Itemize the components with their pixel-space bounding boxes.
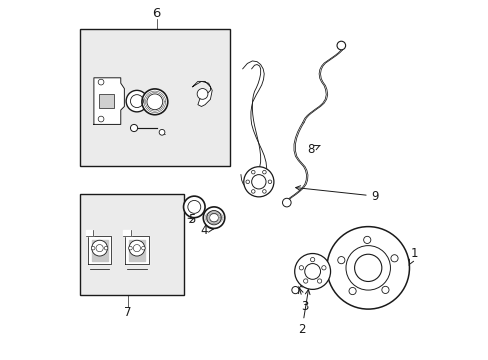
Circle shape (183, 196, 204, 218)
Circle shape (317, 279, 321, 283)
Circle shape (251, 170, 255, 174)
Polygon shape (88, 235, 111, 264)
Circle shape (291, 287, 298, 294)
Bar (99, 94, 113, 108)
Circle shape (390, 255, 397, 262)
Circle shape (336, 41, 345, 50)
Circle shape (197, 89, 207, 99)
Circle shape (142, 246, 145, 250)
Circle shape (159, 130, 164, 135)
Polygon shape (94, 78, 124, 125)
Circle shape (126, 90, 147, 112)
Circle shape (245, 180, 249, 184)
Circle shape (381, 286, 388, 293)
Text: 8: 8 (306, 143, 319, 156)
Circle shape (244, 167, 273, 197)
Polygon shape (125, 235, 148, 264)
Circle shape (98, 116, 104, 122)
Circle shape (354, 254, 381, 282)
Circle shape (310, 257, 314, 262)
Circle shape (348, 288, 355, 294)
Polygon shape (128, 240, 144, 261)
Polygon shape (241, 61, 266, 188)
Circle shape (304, 264, 320, 279)
Text: 6: 6 (152, 7, 161, 20)
Text: 9: 9 (295, 186, 378, 203)
Circle shape (321, 266, 325, 270)
Circle shape (337, 257, 344, 264)
Circle shape (299, 266, 303, 270)
Polygon shape (86, 230, 93, 235)
Polygon shape (123, 230, 130, 235)
Text: 2: 2 (298, 289, 309, 336)
Circle shape (363, 236, 370, 243)
Circle shape (303, 279, 307, 283)
Text: 3: 3 (298, 288, 308, 313)
Polygon shape (192, 81, 212, 107)
Circle shape (282, 198, 290, 207)
Circle shape (129, 240, 144, 256)
Circle shape (294, 253, 330, 289)
Circle shape (98, 79, 104, 85)
Polygon shape (91, 240, 107, 261)
Circle shape (91, 246, 95, 250)
Circle shape (92, 240, 107, 256)
Text: 7: 7 (124, 306, 131, 319)
Text: 4: 4 (200, 224, 213, 237)
Text: 1: 1 (408, 247, 418, 265)
Circle shape (326, 226, 408, 309)
Circle shape (104, 246, 108, 250)
Circle shape (203, 207, 224, 228)
Circle shape (130, 125, 137, 132)
Circle shape (251, 190, 255, 193)
Circle shape (267, 180, 271, 184)
Circle shape (262, 190, 265, 193)
Bar (80, 30, 230, 166)
Text: 5: 5 (187, 213, 195, 226)
Bar (80, 194, 183, 295)
Circle shape (262, 170, 265, 174)
Circle shape (142, 89, 167, 115)
Circle shape (128, 246, 132, 250)
